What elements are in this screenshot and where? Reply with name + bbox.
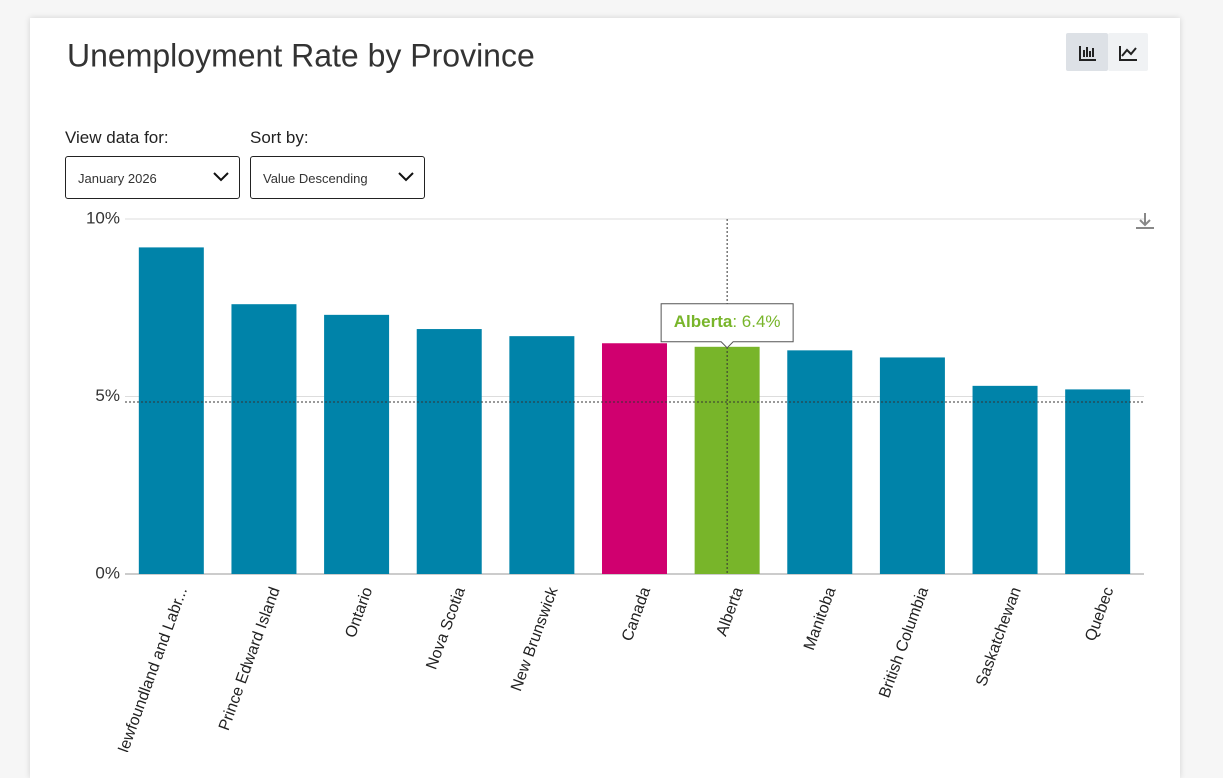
x-tick-label: Prince Edward Island bbox=[216, 585, 284, 733]
x-tick-label: Nova Scotia bbox=[423, 585, 469, 672]
x-tick-label: Newfoundland and Labr... bbox=[113, 585, 191, 752]
x-tick-label: Canada bbox=[619, 585, 654, 644]
y-tick-label: 10% bbox=[86, 208, 120, 227]
tooltip-separator: : bbox=[732, 312, 741, 331]
tooltip-category: Alberta bbox=[674, 312, 733, 331]
page: {"chart_data": {"type": "bar", "title": … bbox=[65, 33, 1154, 752]
tooltip-value: 6.4% bbox=[742, 312, 781, 331]
sort-value: Value Descending bbox=[263, 171, 368, 186]
bar bbox=[602, 343, 667, 574]
x-tick-label: Manitoba bbox=[801, 585, 840, 653]
sort-label: Sort by: bbox=[250, 128, 309, 147]
bar bbox=[1065, 389, 1131, 574]
y-tick-label: 5% bbox=[95, 386, 120, 405]
y-tick-label: 0% bbox=[95, 563, 120, 582]
bar bbox=[787, 350, 853, 574]
bar bbox=[416, 329, 482, 574]
x-tick-label: Quebec bbox=[1082, 585, 1117, 643]
tooltip-box bbox=[660, 303, 794, 349]
plot-area: 0% 5% 10% Newfoundland and Labr... Prince Ed… bbox=[86, 208, 1144, 752]
bar bbox=[509, 336, 575, 574]
bar bbox=[972, 385, 1038, 574]
x-tick-label: British Columbia bbox=[876, 585, 932, 700]
chart-type-buttons bbox=[1066, 33, 1148, 71]
view-dropdown[interactable]: January 2026 bbox=[65, 156, 240, 199]
chevron bbox=[398, 172, 414, 182]
x-tick-label: Alberta bbox=[714, 585, 747, 639]
bar bbox=[231, 304, 297, 574]
sort-dropdown[interactable]: Value Descending bbox=[250, 156, 425, 199]
line-icon bbox=[1119, 46, 1137, 61]
chevron bbox=[213, 172, 229, 182]
x-tick-label: Ontario bbox=[342, 585, 376, 640]
view-value: January 2026 bbox=[78, 171, 157, 186]
chart-title: Unemployment Rate by Province bbox=[67, 37, 535, 73]
bar bbox=[324, 314, 390, 574]
bar-icon bbox=[1079, 46, 1096, 61]
tooltip: Alberta: 6.4% bbox=[660, 303, 794, 349]
tooltip-text: Alberta: 6.4% bbox=[674, 312, 781, 331]
view-label: View data for: bbox=[65, 128, 169, 147]
chart: Unemployment Rate by Province 0% 5% 10% New… bbox=[67, 33, 1154, 752]
x-tick-label: New Brunswick bbox=[508, 584, 562, 694]
x-tick-label: Saskatchewan bbox=[973, 585, 1025, 689]
bar bbox=[879, 357, 945, 574]
download-button[interactable] bbox=[1136, 213, 1154, 229]
bar bbox=[138, 247, 204, 574]
